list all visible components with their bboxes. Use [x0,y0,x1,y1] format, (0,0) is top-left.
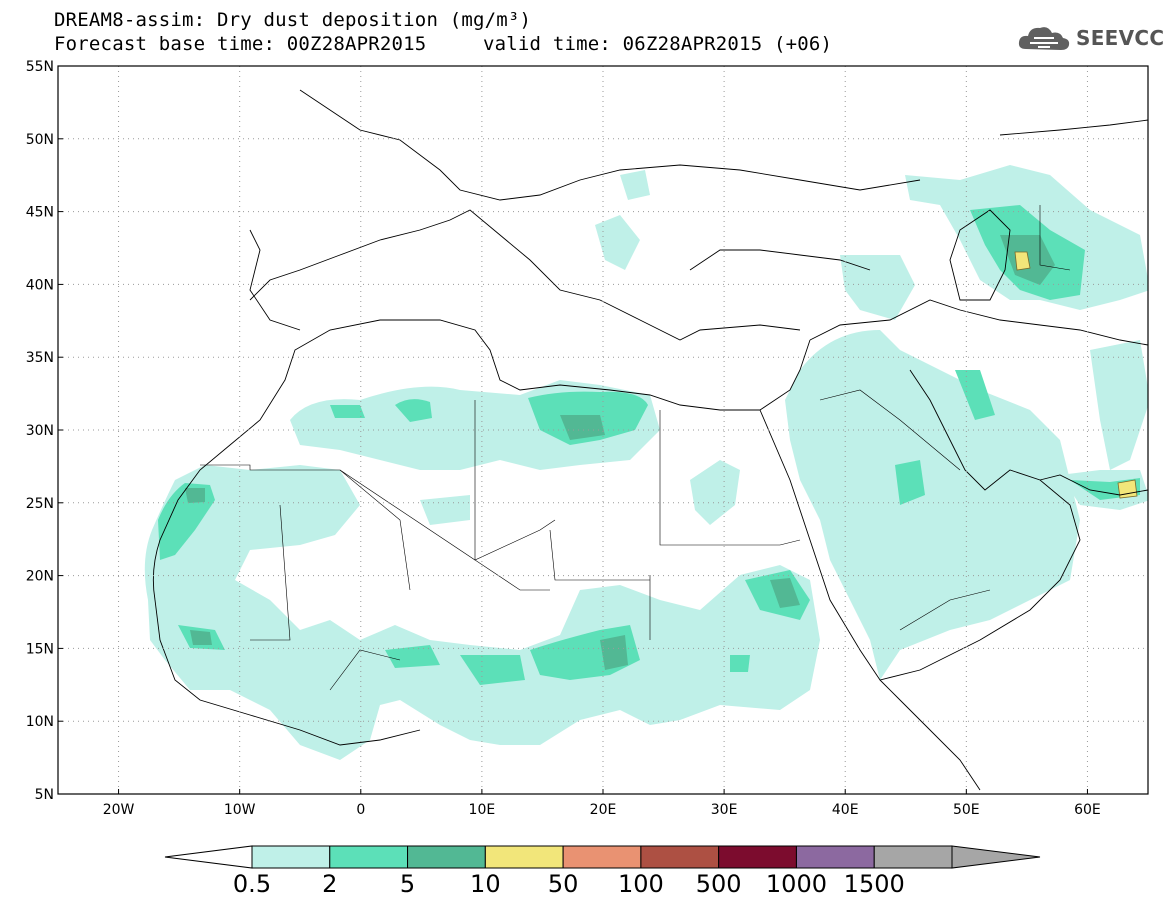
colorbar-swatch [407,845,486,869]
deposition-area-libya [420,495,470,525]
map-title: DREAM8-assim: Dry dust deposition (mg/m³… [54,9,532,31]
valid-time-label: valid time: 06Z28APR2015 (+06) [483,33,833,55]
deposition-area-wsahara-core [185,488,205,503]
deposition-area-east-europe [620,170,650,200]
deposition-area-algeria-spot [395,399,432,422]
longitude-tick-label: 0 [356,802,365,818]
latitude-tick-label: 50N [26,132,54,148]
colorbar-swatch [795,845,875,869]
colorbar-label: 100 [617,870,664,898]
deposition-area-pakistan-peak [1117,479,1138,499]
deposition-field [144,89,1148,791]
colorbar-swatch [640,845,720,869]
longitude-tick-label: 30E [711,802,738,818]
deposition-area-iran-spot [955,370,995,420]
colorbar-swatch [329,845,409,869]
colorbar-swatch [251,845,331,869]
latitude-tick-label: 45N [26,205,54,221]
deposition-area-sahel-chad [460,655,525,685]
deposition-area-egypt [690,460,740,525]
colorbar-label: 10 [470,870,501,898]
deposition-area-arabia [785,330,1080,680]
deposition-area-chad-core [600,635,628,670]
colorbar-low-arrow [164,845,253,869]
colorbar-swatch [484,845,564,869]
longitude-tick-label: 50E [953,802,980,818]
latitude-tick-label: 35N [26,350,54,366]
colorbar-swatch [718,845,797,869]
latitude-axis: 55N 50N 45N 40N 35N 30N 25N 20N 15N 10N 5N [26,59,63,803]
deposition-area-aral-peak [1014,251,1031,271]
colorbar-label: 2 [322,870,338,898]
colorbar-swatch [873,845,953,869]
seevccc-logo: SEEVCCC [1016,23,1165,53]
latitude-tick-label: 15N [26,641,54,657]
latitude-tick-label: 5N [35,787,54,803]
colorbar-label: 5 [399,870,416,898]
deposition-area-niger [385,645,440,668]
colorbar-label: 1500 [843,870,905,898]
deposition-area-turkey [840,255,915,320]
cloud-icon [1018,27,1070,50]
longitude-tick-label: 60E [1074,802,1101,818]
longitude-tick-label: 20E [590,802,617,818]
colorbar-high-arrow [951,845,1041,869]
deposition-area-sudan-core [770,578,800,608]
deposition-area-saudi [895,460,925,505]
latitude-tick-label: 10N [26,714,54,730]
longitude-tick-label: 10W [224,802,256,818]
colorbar-label: 500 [695,870,742,898]
longitude-tick-label: 10E [469,802,496,818]
deposition-area-balkans [595,215,640,270]
longitude-axis: 20W 10W 0 10E 20E 30E 40E 50E 60E [103,789,1101,818]
latitude-tick-label: 40N [26,277,54,293]
longitude-tick-label: 20W [103,802,135,818]
colorbar-label: 1000 [765,870,827,898]
latitude-tick-label: 25N [26,496,54,512]
colorbar-label: 0.5 [232,870,272,898]
deposition-area-morocco-spot [330,405,365,418]
logo-text: SEEVCCC [1076,26,1165,50]
deposition-area-iran [1090,340,1148,470]
latitude-tick-label: 20N [26,569,54,585]
country-borders [200,205,1071,691]
deposition-area-libya-core [560,415,605,440]
longitude-tick-label: 40E [832,802,859,818]
base-time-label: Forecast base time: 00Z28APR2015 [54,33,427,55]
latitude-tick-label: 30N [26,423,54,439]
deposition-area-west-africa [144,465,821,760]
colorbar [164,845,1041,869]
deposition-area-ethiopia [730,655,750,672]
map-grid [58,66,1148,794]
deposition-area-senegal-core [190,630,212,645]
latitude-tick-label: 55N [26,59,54,75]
colorbar-swatch [562,845,642,869]
colorbar-label: 50 [547,870,579,898]
